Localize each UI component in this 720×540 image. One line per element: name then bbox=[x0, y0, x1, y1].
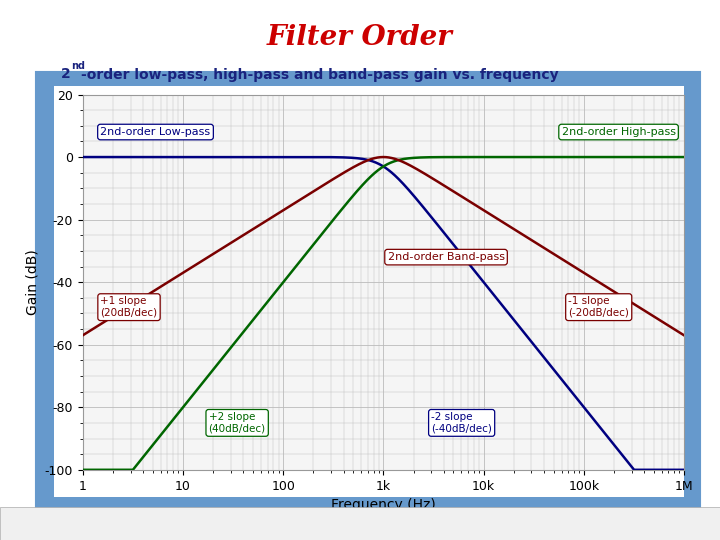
Text: nd: nd bbox=[71, 61, 85, 71]
Text: +1 slope
(20dB/dec): +1 slope (20dB/dec) bbox=[101, 296, 158, 318]
Text: ❧: ❧ bbox=[572, 513, 589, 532]
Text: 2nd-order Band-pass: 2nd-order Band-pass bbox=[387, 252, 505, 262]
Text: 2: 2 bbox=[61, 68, 71, 82]
Text: -2 slope
(-40dB/dec): -2 slope (-40dB/dec) bbox=[431, 412, 492, 434]
Text: Filter Order: Filter Order bbox=[267, 24, 453, 51]
Text: TEXAS INSTRUMENTS: TEXAS INSTRUMENTS bbox=[544, 518, 662, 528]
Text: -1 slope
(-20dB/dec): -1 slope (-20dB/dec) bbox=[568, 296, 629, 318]
Text: 2nd-order Low-pass: 2nd-order Low-pass bbox=[101, 127, 210, 137]
Text: 2nd-order High-pass: 2nd-order High-pass bbox=[562, 127, 675, 137]
Text: +2 slope
(40dB/dec): +2 slope (40dB/dec) bbox=[209, 412, 266, 434]
Y-axis label: Gain (dB): Gain (dB) bbox=[25, 249, 39, 315]
Text: -order low-pass, high-pass and band-pass gain vs. frequency: -order low-pass, high-pass and band-pass… bbox=[81, 68, 559, 82]
X-axis label: Frequency (Hz): Frequency (Hz) bbox=[331, 498, 436, 512]
